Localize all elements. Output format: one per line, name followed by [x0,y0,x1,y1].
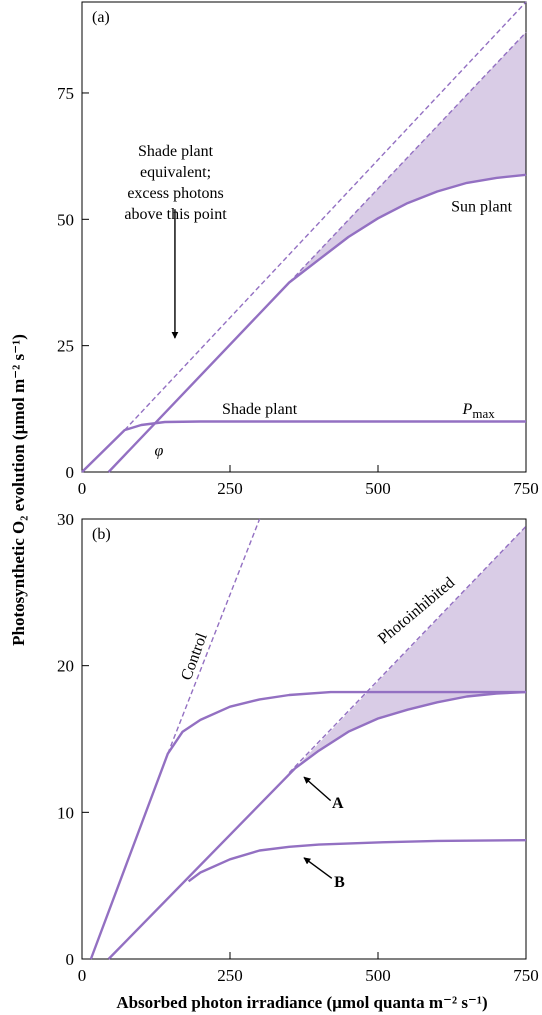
y-tick-label: 75 [57,84,74,103]
plot-frame [81,1,527,473]
x-tick-label: 0 [78,479,87,498]
y-tick-label: 10 [57,803,74,822]
x-tick-label: 250 [217,966,243,985]
panel-label: (b) [92,526,111,543]
x-tick-label: 0 [78,966,87,985]
x-axis-title: Absorbed photon irradiance (µmol quanta … [116,993,487,1012]
series-line [288,31,527,283]
panel-label: (a) [92,9,110,26]
annotation-line: above this point [124,206,227,223]
x-tick-label: 750 [513,966,539,985]
annotation: φ [155,442,164,459]
annotation-line: Shade plant [138,143,214,160]
annotation: Pmax [462,401,496,421]
x-tick-label: 750 [513,479,539,498]
series-line [89,690,526,960]
series-line [124,1,527,431]
y-tick-label: 0 [66,950,75,969]
series-line [81,420,526,473]
shaded-region [289,32,526,283]
plot-frame [81,518,527,960]
series-line [187,839,527,883]
panel-a: 0 250 500 750 0 25 50 75 (a) Shade plant Sun plant… [57,1,539,498]
annotation: B [334,874,345,891]
series-line [107,690,527,960]
x-tick-label: 500 [365,479,391,498]
y-tick-label: 0 [66,463,75,482]
annotation-line: equivalent; [140,164,211,181]
annotation-arrow [303,776,332,802]
annotation-line: excess photons [127,185,223,202]
y-tick-label: 30 [57,510,74,529]
series-line [107,173,527,473]
series-line [167,518,261,754]
series-line [288,525,527,774]
panel-b: 0 250 500 7500102030(b)ControlPhotoinhibite… [57,510,539,985]
annotation-arrow [303,857,333,879]
y-tick-label: 25 [57,337,74,356]
y-axis-title: Photosynthetic O₂ evolution (µmol m⁻² s⁻… [9,334,28,646]
annotation: A [332,795,344,812]
annotation: Sun plant [451,199,512,216]
y-tick-label: 20 [57,657,74,676]
x-tick-label: 500 [365,966,391,985]
annotation: Shade plant [222,401,298,418]
y-tick-label: 50 [57,210,74,229]
x-tick-label: 250 [217,479,243,498]
